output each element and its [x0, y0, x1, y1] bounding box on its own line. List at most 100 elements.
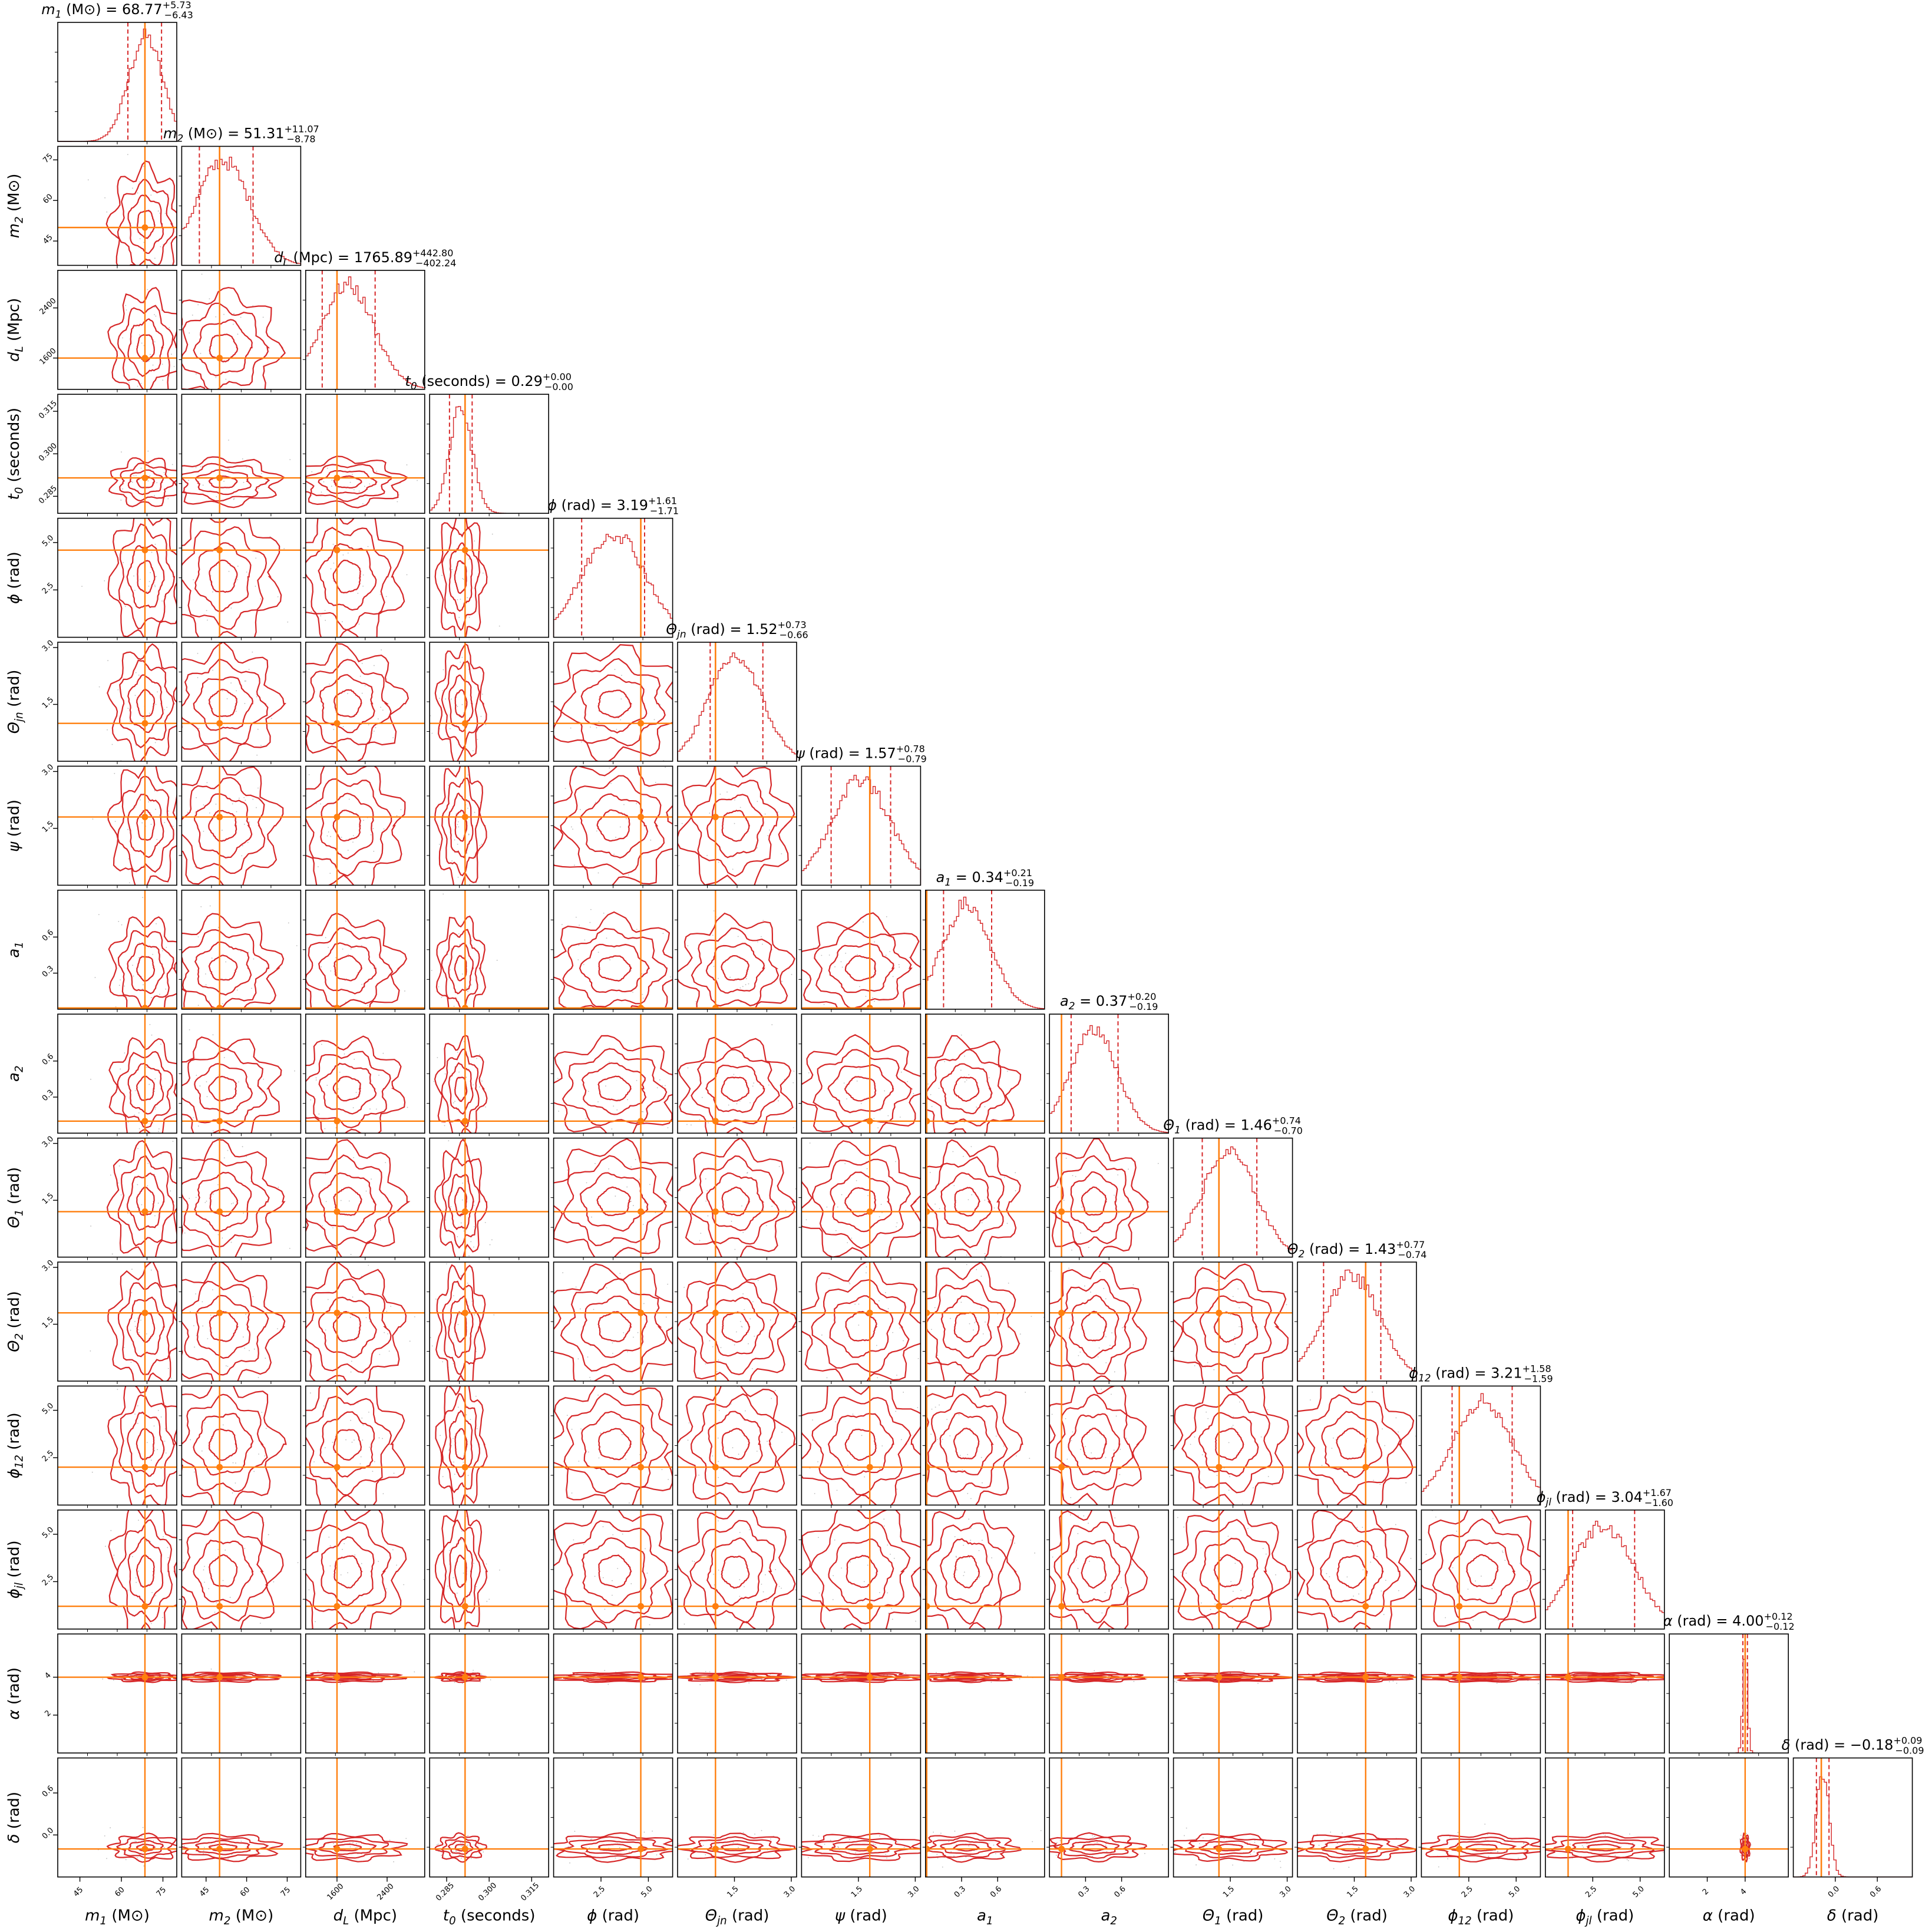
sample-point — [627, 1099, 628, 1101]
sample-point — [1023, 1411, 1024, 1412]
sample-point — [167, 764, 168, 765]
y-tick-label-t0: 0.315 — [37, 399, 59, 421]
sample-point — [616, 728, 617, 730]
sample-point — [718, 1847, 720, 1848]
x-tick-label-phijl: 2.5 — [1584, 1885, 1599, 1900]
sample-point — [847, 1465, 848, 1466]
x-axis-label-phi-unit: (rad) — [597, 1907, 639, 1925]
sample-point — [591, 1838, 593, 1840]
sample-point — [231, 1854, 233, 1855]
y-axis-label-psi-symbol: ψ — [5, 841, 23, 852]
sample-point — [1082, 1498, 1083, 1500]
contours-theta1-dL — [305, 1138, 425, 1257]
sample-point — [490, 1679, 491, 1680]
truth-marker — [461, 1208, 468, 1215]
sample-point — [1336, 1842, 1338, 1844]
sample-point — [194, 1346, 195, 1348]
sample-point — [352, 1842, 354, 1844]
contour-level-2 — [828, 1839, 893, 1855]
sample-point — [342, 948, 344, 950]
sample-point — [259, 1623, 261, 1624]
title-subscript-a2: 2 — [1069, 1000, 1075, 1012]
contour-level-3 — [181, 1158, 270, 1248]
y-axis-label-thetajn-unit: (rad) — [5, 670, 23, 712]
sample-point — [1309, 1399, 1311, 1401]
contour-level-2 — [318, 1062, 377, 1115]
sample-point — [597, 1394, 599, 1396]
sample-point — [1089, 1561, 1090, 1562]
panel-frame — [677, 1757, 797, 1878]
sample-point — [134, 1320, 136, 1322]
contour-level-3 — [925, 1523, 1007, 1625]
x-tick-label-phi: 5.0 — [639, 1885, 654, 1900]
x-tick-label-theta1: 1.5 — [1221, 1885, 1236, 1900]
sample-point — [146, 591, 147, 592]
sample-point — [742, 1231, 744, 1233]
panel-a1-dL — [302, 890, 425, 1012]
sample-point — [244, 1348, 246, 1349]
sample-point — [873, 1118, 875, 1119]
panel-frame — [1545, 1633, 1665, 1753]
panel-dL-dL: dL (Mpc) = 1765.89+442.80 −402.24 — [274, 247, 456, 392]
y-axis-label-phijl-symbol: ϕ — [5, 1588, 23, 1599]
sample-point — [1527, 1580, 1528, 1581]
sample-point — [445, 698, 447, 700]
contour-level-4 — [435, 1386, 488, 1505]
sample-point — [1105, 1844, 1107, 1846]
sample-point — [709, 813, 711, 814]
sample-point — [1269, 1255, 1270, 1256]
contours-phijl-t0 — [419, 1510, 549, 1629]
sample-point — [255, 557, 257, 559]
sample-point — [354, 1554, 356, 1556]
sample-point — [382, 1438, 383, 1439]
sample-point — [173, 366, 175, 367]
sample-point — [110, 1530, 112, 1531]
sample-point — [1070, 1497, 1072, 1498]
x-tick-label-phi12: 5.0 — [1507, 1885, 1522, 1900]
contour-level-1 — [844, 955, 876, 982]
sample-point — [761, 1679, 762, 1680]
sample-point — [91, 896, 93, 897]
sample-point — [486, 1563, 487, 1565]
sample-point — [568, 1495, 570, 1497]
title-t0: t0 (seconds) = 0.29+0.00 −0.00 — [405, 371, 573, 392]
sample-point — [444, 1125, 445, 1127]
truth-marker — [216, 1674, 223, 1681]
sample-point — [463, 1573, 464, 1574]
sample-point — [978, 1251, 979, 1252]
contour-level-1 — [1215, 1428, 1244, 1461]
sample-point — [382, 1493, 384, 1495]
sample-point — [160, 1468, 162, 1469]
panel-frame — [429, 517, 550, 638]
sample-point — [1427, 1490, 1428, 1491]
sample-point — [828, 1277, 830, 1279]
sample-point — [320, 803, 322, 805]
panel-frame — [553, 1633, 673, 1753]
sample-point — [808, 1072, 810, 1074]
sample-point — [642, 998, 644, 999]
x-tick-label-m2: 60 — [239, 1885, 252, 1898]
sample-point — [874, 1844, 876, 1845]
contours-theta1-m2 — [181, 1138, 301, 1257]
sample-point — [174, 1147, 176, 1148]
sample-point — [533, 820, 534, 821]
sample-point — [419, 1517, 420, 1518]
x-axis-label-theta2-subscript: 2 — [1339, 1915, 1346, 1927]
sample-point — [154, 257, 156, 259]
sample-point — [1318, 1845, 1320, 1846]
sample-point — [217, 1234, 219, 1236]
truth-marker — [712, 1603, 719, 1610]
contour-level-2 — [828, 943, 895, 993]
sample-point — [1395, 1417, 1397, 1419]
sample-point — [993, 1207, 995, 1209]
sample-point — [440, 1435, 441, 1436]
contours-alpha-dL — [305, 1634, 425, 1753]
sample-point — [232, 1492, 233, 1494]
sample-point — [807, 1857, 809, 1858]
sample-point — [457, 821, 459, 823]
contour-level-2 — [193, 1412, 254, 1476]
sample-point — [1125, 1438, 1127, 1439]
sample-point — [718, 1409, 720, 1411]
sample-point — [351, 1441, 353, 1443]
sample-point — [111, 744, 113, 745]
